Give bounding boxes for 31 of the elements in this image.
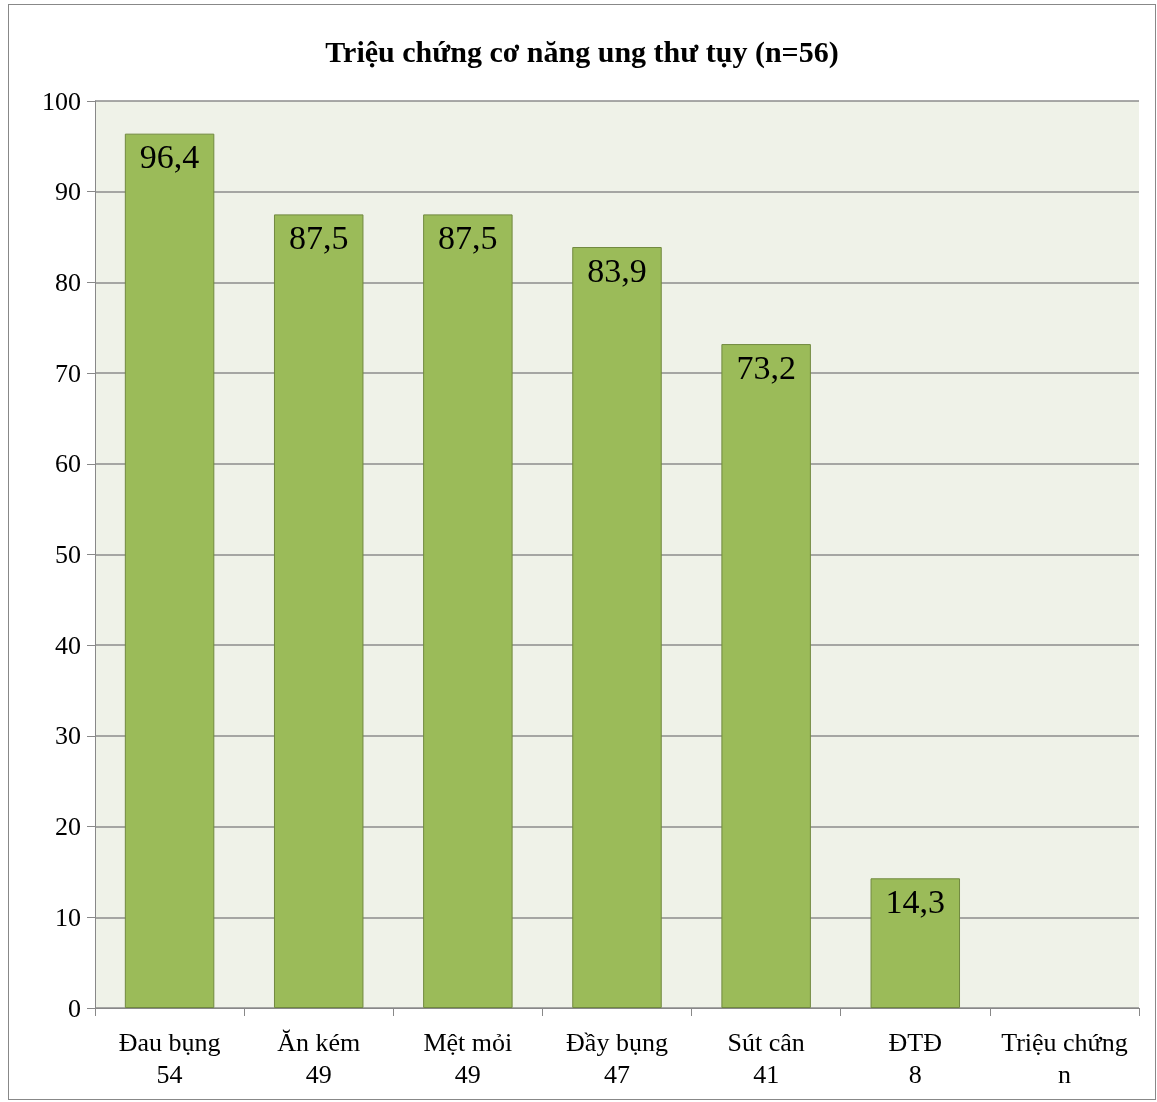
x-tick-label: Đau bụng 54 — [118, 1027, 221, 1089]
y-tick-label: 30 — [55, 721, 81, 751]
x-tick-label: Triệu chứng n — [1001, 1027, 1128, 1089]
y-tick-label: 40 — [55, 630, 81, 660]
data-label: 83,9 — [587, 251, 647, 289]
y-tick-label: 70 — [55, 358, 81, 388]
y-tick-label: 90 — [55, 177, 81, 207]
y-tick-label: 80 — [55, 267, 81, 297]
y-tick-label: 0 — [68, 993, 81, 1023]
data-label: 73,2 — [736, 348, 796, 386]
y-tick-label: 10 — [55, 902, 81, 932]
bar — [423, 214, 513, 1008]
bar — [572, 247, 662, 1008]
x-tick-label: Đầy bụng 47 — [566, 1027, 668, 1089]
x-tick-label: Sút cân 41 — [727, 1027, 805, 1089]
chart-title: Triệu chứng cơ năng ung thư tụy (n=56) — [325, 34, 839, 69]
bar — [870, 878, 961, 1008]
data-label: 96,4 — [139, 138, 200, 176]
data-label: 87,5 — [438, 218, 498, 256]
data-label: 87,5 — [288, 218, 349, 256]
y-tick-label: 60 — [55, 449, 81, 479]
x-tick-label: ĐTĐ 8 — [888, 1027, 942, 1089]
bar — [124, 133, 215, 1008]
y-tick-label: 20 — [55, 812, 81, 842]
y-tick-label: 50 — [55, 540, 81, 569]
x-tick-label: Mệt mỏi 49 — [423, 1027, 513, 1089]
data-label: 14,3 — [885, 882, 946, 920]
y-tick-label: 100 — [42, 86, 81, 116]
x-tick-label: Ăn kém 49 — [277, 1027, 361, 1089]
bar — [721, 344, 811, 1008]
bar — [273, 214, 364, 1008]
